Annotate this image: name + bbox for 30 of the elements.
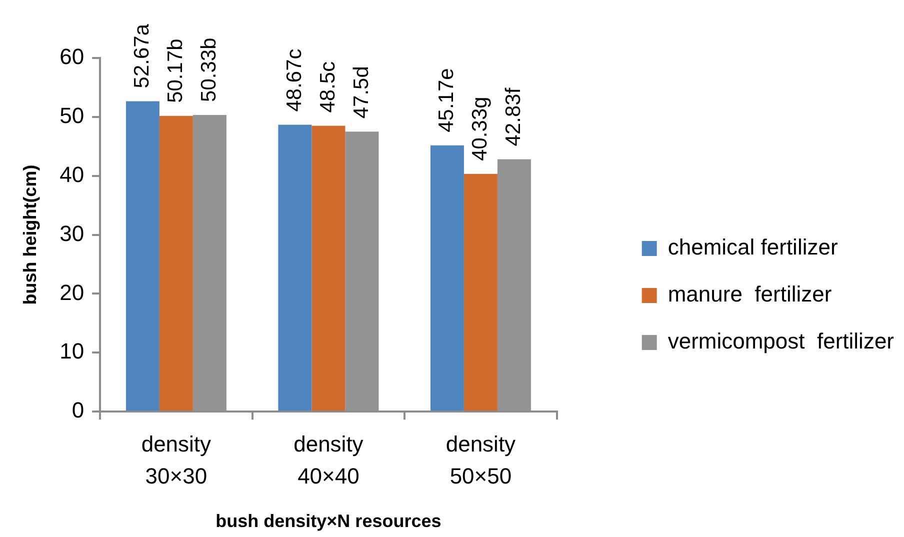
x-axis-title: bush density×N resources: [216, 511, 442, 532]
data-label: 45.17e: [435, 68, 458, 132]
data-label: 52.67a: [130, 24, 154, 88]
bar: [126, 101, 160, 411]
data-label: 40.33g: [468, 96, 492, 161]
bar: [312, 126, 346, 411]
bar: [430, 145, 464, 411]
data-label: 50.33b: [197, 38, 220, 102]
legend-label: vermicompost fertilizer: [668, 328, 894, 354]
data-label: 50.17b: [164, 38, 187, 103]
y-axis-title: bush height(cm): [20, 164, 40, 305]
x-tick-label: density 40×40: [294, 432, 364, 489]
x-tick-label: density 50×50: [446, 432, 516, 489]
y-tick-label: 20: [60, 280, 84, 305]
legend-label: manure fertilizer: [668, 282, 832, 307]
bar: [464, 174, 498, 411]
legend-label: chemical fertilizer: [668, 234, 838, 260]
y-tick-label: 10: [60, 338, 84, 364]
y-tick-label: 60: [60, 44, 84, 70]
data-label: 47.5d: [350, 66, 373, 119]
y-tick-label: 30: [60, 220, 84, 246]
data-label: 48.67c: [282, 48, 306, 112]
data-label: 48.5c: [316, 61, 340, 113]
y-tick-label: 50: [60, 102, 84, 128]
x-tick-label: density 30×30: [141, 432, 212, 489]
bar: [278, 124, 312, 411]
bar: [159, 116, 193, 411]
y-tick-label: 0: [72, 398, 84, 423]
y-tick-label: 40: [60, 162, 84, 187]
data-label: 42.83f: [502, 88, 526, 146]
